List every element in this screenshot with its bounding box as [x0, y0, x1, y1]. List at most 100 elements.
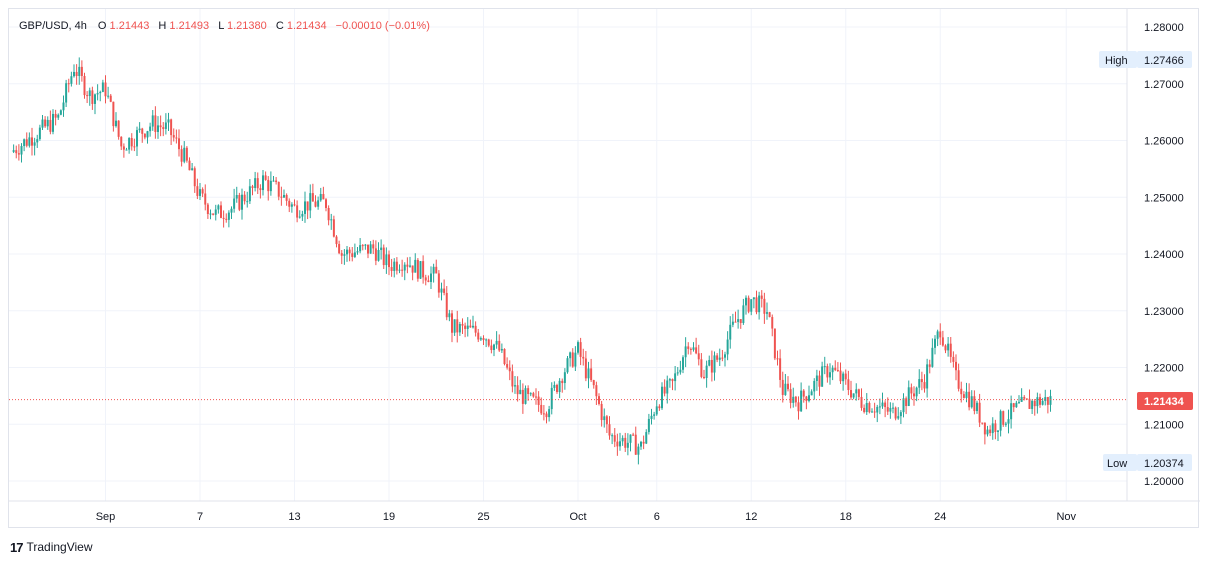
- candle-body: [427, 280, 430, 282]
- candle-body: [172, 135, 175, 138]
- candle-body: [800, 390, 803, 412]
- candlestick-chart[interactable]: 1.28000 1.27000 1.26000 1.25000 1.24000 1.230…: [9, 9, 1200, 529]
- price-tick-label: 1.26000: [1144, 136, 1184, 148]
- candle-body: [46, 119, 49, 127]
- candle-body: [15, 150, 18, 154]
- candle-body: [498, 340, 501, 351]
- candle-body: [133, 146, 136, 148]
- high-marker-label: High: [1105, 55, 1128, 67]
- candle-body: [962, 394, 965, 398]
- candle-body: [524, 388, 527, 404]
- candle-body: [1031, 400, 1034, 409]
- candle-body: [458, 324, 461, 333]
- candle-body: [598, 396, 600, 404]
- candle-body: [1033, 400, 1036, 407]
- candle-body: [666, 380, 669, 394]
- candle-body: [742, 305, 745, 323]
- candle-body: [603, 416, 606, 421]
- candle-body: [372, 244, 375, 249]
- candle-body: [556, 384, 558, 393]
- candle-body: [164, 122, 167, 129]
- candle-body: [949, 343, 952, 357]
- candle-body: [264, 175, 267, 180]
- candle-body: [31, 137, 33, 146]
- candle-body: [1010, 403, 1013, 420]
- candle-body: [626, 442, 629, 448]
- candle-body: [973, 396, 976, 412]
- candle-body: [653, 414, 656, 416]
- candle-body: [991, 423, 994, 434]
- time-tick-label: Oct: [569, 511, 586, 523]
- candle-body: [277, 181, 280, 197]
- candle-body: [38, 127, 41, 140]
- candle-body: [143, 133, 146, 138]
- candle-body: [388, 254, 390, 268]
- candle-body: [359, 245, 362, 252]
- candle-body: [941, 337, 944, 346]
- candle-body: [797, 402, 800, 412]
- candle-body: [836, 369, 839, 371]
- candle-body: [579, 342, 582, 357]
- candle-body: [886, 407, 889, 412]
- candle-body: [269, 180, 272, 192]
- candle-body: [1046, 397, 1049, 405]
- candle-body: [353, 252, 356, 257]
- legend-high-label: H: [158, 20, 166, 32]
- candle-body: [41, 119, 44, 128]
- candle-body: [834, 367, 837, 370]
- price-axis[interactable]: 1.28000 1.27000 1.26000 1.25000 1.24000 1.230…: [1144, 22, 1184, 488]
- time-tick-label: Sep: [96, 511, 116, 523]
- candle-body: [537, 396, 540, 405]
- candle-body: [553, 384, 556, 388]
- candle-body: [128, 138, 131, 150]
- candle-body: [259, 188, 262, 191]
- candle-body: [810, 391, 813, 396]
- candle-body: [842, 373, 845, 382]
- candle-body: [863, 407, 866, 413]
- candle-body: [839, 370, 842, 382]
- candle-body: [852, 393, 855, 398]
- candle-body: [437, 273, 440, 293]
- candle-body: [217, 205, 220, 210]
- low-marker-value: 1.20374: [1144, 458, 1184, 470]
- candle-body: [611, 435, 614, 437]
- candle-body: [902, 398, 905, 413]
- legend-change: −0.00010 (−0.01%): [336, 20, 430, 32]
- price-tick-label: 1.28000: [1144, 22, 1184, 34]
- candle-body: [361, 245, 364, 247]
- time-axis[interactable]: Sep 7 13 19 25 Oct 6 12 18 24 Nov: [96, 511, 1077, 523]
- candle-body: [582, 356, 585, 359]
- candle-body: [54, 113, 57, 118]
- candle-body: [472, 325, 474, 328]
- chart-frame[interactable]: 1.28000 1.27000 1.26000 1.25000 1.24000 1.230…: [8, 8, 1200, 529]
- candle-body: [382, 247, 385, 266]
- candle-body: [558, 380, 561, 393]
- candle-body: [1041, 400, 1044, 405]
- candle-body: [356, 251, 359, 253]
- candle-body: [122, 146, 125, 150]
- candle-body: [157, 125, 159, 132]
- candle-body: [548, 409, 551, 418]
- candle-body: [545, 413, 548, 418]
- candle-body: [584, 358, 587, 379]
- candle-body: [899, 412, 902, 417]
- candle-body: [466, 325, 469, 329]
- candle-body: [847, 379, 850, 391]
- candle-body: [986, 429, 989, 435]
- tradingview-branding[interactable]: 17 TradingView: [10, 538, 93, 556]
- candle-body: [393, 261, 396, 271]
- candle-body: [1012, 403, 1015, 408]
- candle-body: [713, 355, 716, 373]
- candle-body: [469, 325, 472, 328]
- candle-body: [931, 347, 934, 367]
- candle-body: [960, 388, 963, 395]
- candle-body: [241, 194, 243, 210]
- candle-body: [947, 343, 950, 351]
- candle-body: [658, 406, 661, 409]
- candle-body: [944, 345, 947, 351]
- candle-body: [978, 402, 981, 423]
- candle-body: [395, 261, 398, 271]
- candle-body: [571, 352, 574, 367]
- candle-body: [94, 94, 96, 104]
- candle-body: [566, 358, 569, 373]
